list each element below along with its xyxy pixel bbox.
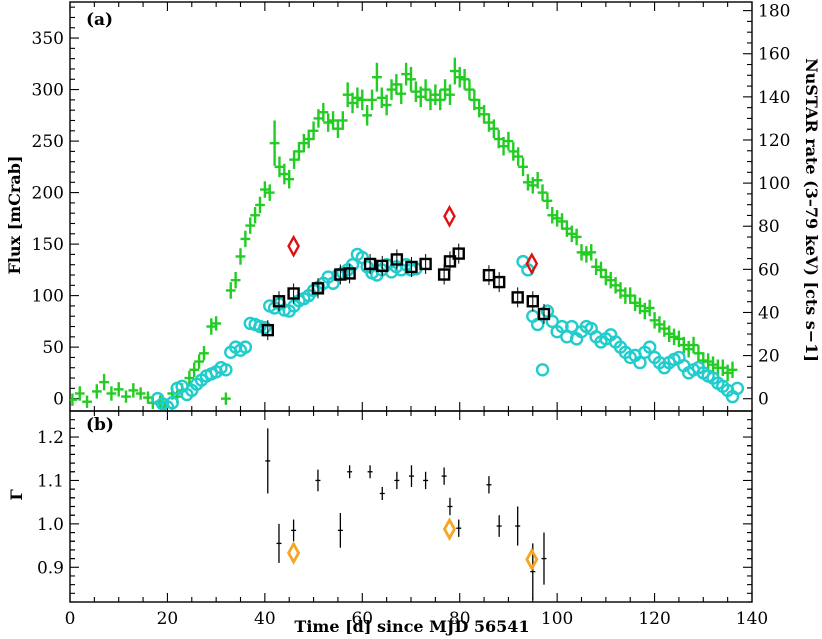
black-square-point — [443, 255, 457, 268]
y-tick-label-right-180: 180 — [758, 2, 790, 22]
black-square-point — [492, 275, 506, 289]
black-square-point — [343, 267, 356, 280]
panel-a: 0 50 100 150 200 250 300 350 0 20 40 60 80 100 120 140 1… — [32, 1, 790, 412]
black-square-point — [261, 323, 274, 337]
cyan-circle-point — [530, 317, 545, 332]
x-tick-label-20: 20 — [157, 609, 179, 629]
y-tick-label-b-0.9: 0.9 — [37, 558, 64, 578]
panel-b: 0 20 40 60 80 100 120 140 0.9 1.0 1.1 1.2 — [37, 410, 768, 629]
cyan-circle-point — [535, 363, 550, 377]
y-axis-label-nustar-rate: NuSTAR rate (3–79 keV) [cts s−1] — [802, 58, 821, 362]
black-square-point — [452, 247, 465, 260]
black-square-point — [537, 307, 551, 321]
panel-b-frame — [69, 410, 753, 603]
x-tick-label-60: 60 — [351, 609, 373, 629]
black-square-point — [376, 259, 389, 273]
orange-diamond-point — [286, 541, 301, 565]
y-tick-label-a-100: 100 — [32, 287, 64, 307]
cyan-circle-point — [238, 340, 253, 354]
black-square-point — [311, 282, 325, 295]
y-tick-label-right-40: 40 — [758, 303, 780, 323]
x-tick-label-100: 100 — [541, 609, 573, 629]
cyan-circle-point — [555, 319, 569, 334]
y-tick-label-b-1.0: 1.0 — [37, 515, 64, 535]
y-tick-label-b-1.2: 1.2 — [37, 428, 64, 448]
x-tick-label-120: 120 — [638, 609, 670, 629]
y-tick-label-a-50: 50 — [42, 338, 64, 358]
cyan-circle-point — [258, 320, 272, 335]
black-square-point — [526, 295, 539, 308]
y-axis-label-flux: Flux [mCrab] — [5, 156, 24, 275]
y-tick-label-a-300: 300 — [32, 81, 64, 101]
x-tick-label-80: 80 — [449, 609, 471, 629]
orange-diamond-point — [442, 517, 457, 541]
x-tick-label-140: 140 — [736, 609, 768, 629]
cyan-circle-point — [165, 396, 180, 410]
black-square-point — [390, 253, 404, 266]
black-square-point — [287, 287, 300, 300]
cyan-circle-point — [643, 340, 657, 354]
x-tick-label-0: 0 — [65, 609, 76, 629]
panel-a-marks — [70, 57, 745, 411]
cyan-circle-point — [540, 304, 555, 318]
cyan-circle-point — [730, 381, 745, 396]
orange-diamond-point — [525, 547, 539, 572]
black-square-point — [419, 257, 432, 271]
panel-b-marks — [265, 428, 547, 600]
y-tick-label-a-150: 150 — [32, 235, 64, 255]
x-axis-label: Time [d] since MJD 56541 — [294, 617, 529, 636]
y-tick-label-right-140: 140 — [758, 88, 790, 108]
black-square-point — [511, 291, 524, 304]
black-square-point — [405, 260, 418, 274]
y-tick-label-right-0: 0 — [758, 390, 769, 410]
y-tick-label-right-100: 100 — [758, 174, 790, 194]
cyan-circle-point — [633, 355, 647, 370]
y-tick-label-a-350: 350 — [32, 29, 64, 49]
black-square-point — [437, 268, 451, 281]
red-diamond-point — [443, 204, 456, 228]
panel-b-label: (b) — [86, 415, 114, 435]
y-tick-label-right-60: 60 — [758, 260, 780, 280]
black-square-point — [363, 257, 377, 271]
panel-a-label: (a) — [86, 10, 113, 30]
black-square-point — [272, 295, 286, 308]
x-tick-label-40: 40 — [254, 609, 276, 629]
y-tick-label-a-250: 250 — [32, 132, 64, 152]
y-tick-label-right-160: 160 — [758, 45, 790, 65]
red-diamond-point — [525, 252, 539, 276]
black-square-point — [482, 268, 496, 282]
y-tick-label-right-120: 120 — [758, 131, 790, 151]
red-diamond-point — [287, 234, 300, 258]
y-axis-label-gamma: Γ — [7, 489, 26, 501]
cyan-circle-point — [219, 363, 233, 377]
y-tick-label-a-200: 200 — [32, 184, 64, 204]
y-tick-label-right-80: 80 — [758, 217, 780, 237]
y-tick-label-right-20: 20 — [758, 347, 780, 367]
cyan-circle-point — [345, 258, 360, 272]
y-tick-label-b-1.1: 1.1 — [37, 471, 64, 491]
y-tick-label-a-0: 0 — [53, 390, 64, 410]
